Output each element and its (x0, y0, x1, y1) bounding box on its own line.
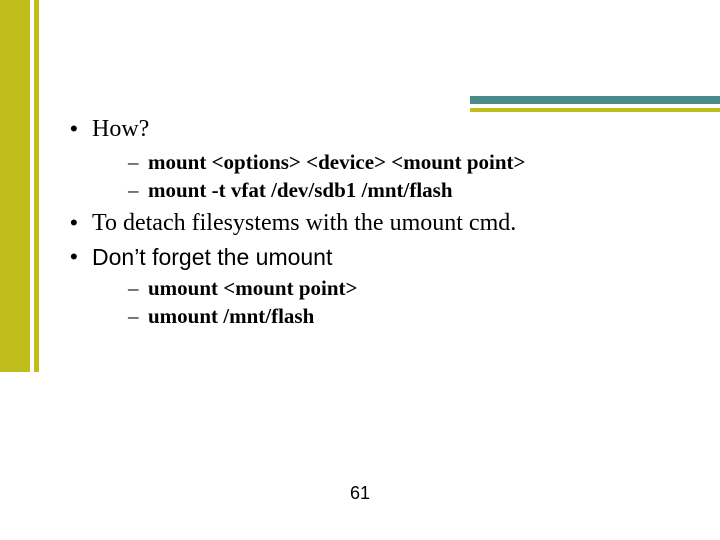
sub-umount-example: umount /mnt/flash (92, 302, 672, 330)
sub-list-mount: mount <options> <device> <mount point> m… (92, 148, 672, 204)
bullet-list: How? mount <options> <device> <mount poi… (62, 114, 672, 330)
bullet-how-text: How? (92, 116, 149, 142)
sub-list-umount: umount <mount point> umount /mnt/flash (92, 274, 672, 330)
sub-mount-example: mount -t vfat /dev/sdb1 /mnt/flash (92, 176, 672, 204)
bullet-dont-forget: Don’t forget the umount umount <mount po… (62, 242, 672, 331)
bullet-dont-forget-text: Don’t forget the umount (92, 244, 332, 270)
bullet-how: How? mount <options> <device> <mount poi… (62, 114, 672, 204)
decor-horizontal-stripe-olive (470, 108, 720, 112)
page-number: 61 (0, 483, 720, 504)
decor-horizontal-stripe-teal (470, 96, 720, 104)
decor-vertical-stripe-thin (34, 0, 39, 372)
slide: How? mount <options> <device> <mount poi… (0, 0, 720, 540)
sub-umount-syntax: umount <mount point> (92, 274, 672, 302)
content-area: How? mount <options> <device> <mount poi… (62, 114, 672, 334)
sub-mount-syntax: mount <options> <device> <mount point> (92, 148, 672, 176)
bullet-detach: To detach filesystems with the umount cm… (62, 208, 672, 240)
decor-vertical-stripe-main (0, 0, 30, 372)
